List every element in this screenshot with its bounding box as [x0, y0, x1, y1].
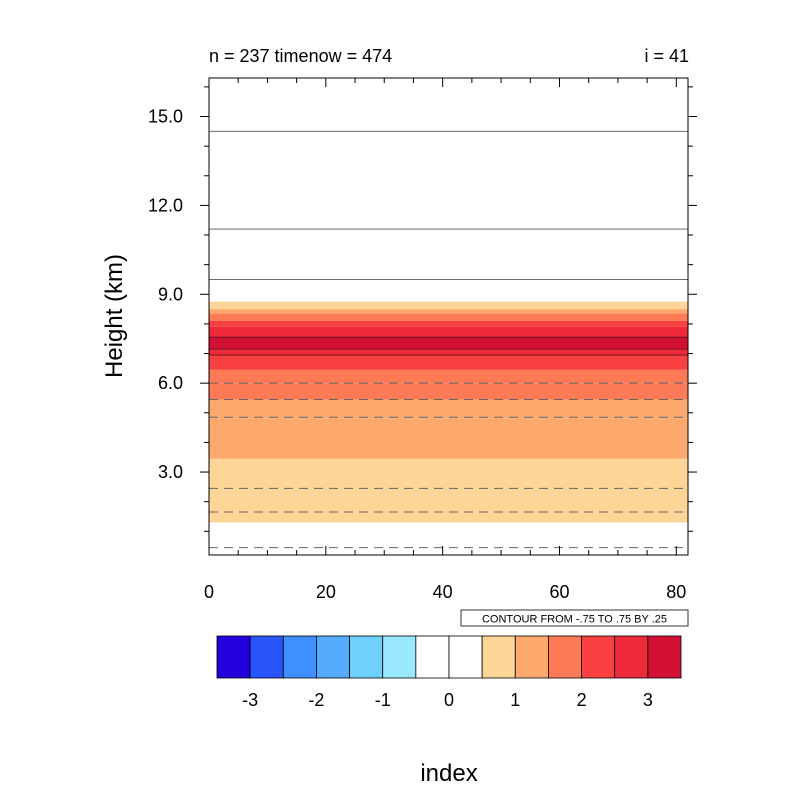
x-tick-label-1: 20: [316, 582, 336, 602]
contour-band-8: [209, 326, 688, 338]
colorbar-labels: -3 -2 -1 0 1 2 3: [242, 690, 653, 710]
title-left: n = 237 timenow = 474: [209, 46, 392, 66]
contour-band-9: [209, 320, 688, 327]
contour-band-12: [209, 301, 688, 310]
title-right: i = 41: [644, 46, 689, 66]
colorbar-label-5: 2: [577, 690, 587, 710]
y-tick-label-1: 6.0: [158, 373, 183, 393]
contour-band-10: [209, 313, 688, 321]
contour-info-label: CONTOUR FROM -.75 TO .75 BY .25: [482, 614, 667, 626]
x-tick-label-4: 80: [666, 582, 686, 602]
colorbar-box-4: [349, 635, 384, 679]
colorbar-box-5: [382, 635, 417, 679]
x-tick-label-0: 0: [204, 582, 214, 602]
contour-band-7: [209, 337, 688, 350]
contour-band-6: [209, 349, 688, 356]
colorbar: [216, 635, 682, 679]
x-tick-label-2: 40: [433, 582, 453, 602]
y-tick-label-4: 15.0: [148, 107, 183, 127]
contour-band-4: [209, 369, 688, 384]
colorbar-label-6: 3: [643, 690, 653, 710]
colorbar-box-7: [448, 635, 483, 679]
contour-band-0: [209, 458, 688, 523]
axis-tick-labels: 0 20 40 60 80 3.0 6.0 9.0 12.0 15.0: [148, 107, 686, 602]
axis-ticks: [200, 78, 697, 555]
colorbar-box-8: [481, 635, 516, 679]
colorbar-box-11: [581, 635, 616, 679]
filled-contour-bands: [209, 301, 688, 523]
colorbar-box-0: [216, 635, 251, 679]
plot-frame: [208, 77, 689, 556]
contour-band-1: [209, 418, 688, 459]
colorbar-box-10: [548, 635, 582, 679]
colorbar-label-4: 1: [510, 690, 520, 710]
colorbar-box-2: [282, 635, 317, 679]
contour-band-5: [209, 355, 688, 370]
colorbar-label-1: -2: [308, 690, 324, 710]
y-tick-label-0: 3.0: [158, 462, 183, 482]
contour-lines: [209, 130, 688, 549]
y-axis-label: Height (km): [101, 254, 128, 378]
contour-band-11: [209, 309, 688, 314]
colorbar-box-9: [514, 635, 549, 679]
colorbar-label-3: 0: [444, 690, 454, 710]
x-tick-label-3: 60: [549, 582, 569, 602]
contour-band-3: [209, 383, 688, 400]
colorbar-box-6: [415, 635, 450, 679]
contour-band-2: [209, 399, 688, 419]
x-axis-label: index: [420, 760, 477, 787]
colorbar-box-3: [316, 635, 350, 679]
y-tick-label-3: 12.0: [148, 195, 183, 215]
colorbar-label-0: -3: [242, 690, 258, 710]
colorbar-label-2: -1: [375, 690, 391, 710]
contour-info-box: CONTOUR FROM -.75 TO .75 BY .25: [460, 609, 689, 627]
colorbar-box-12: [614, 635, 649, 679]
colorbar-box-1: [249, 635, 284, 679]
colorbar-box-13: [647, 635, 682, 679]
y-tick-label-2: 9.0: [158, 284, 183, 304]
